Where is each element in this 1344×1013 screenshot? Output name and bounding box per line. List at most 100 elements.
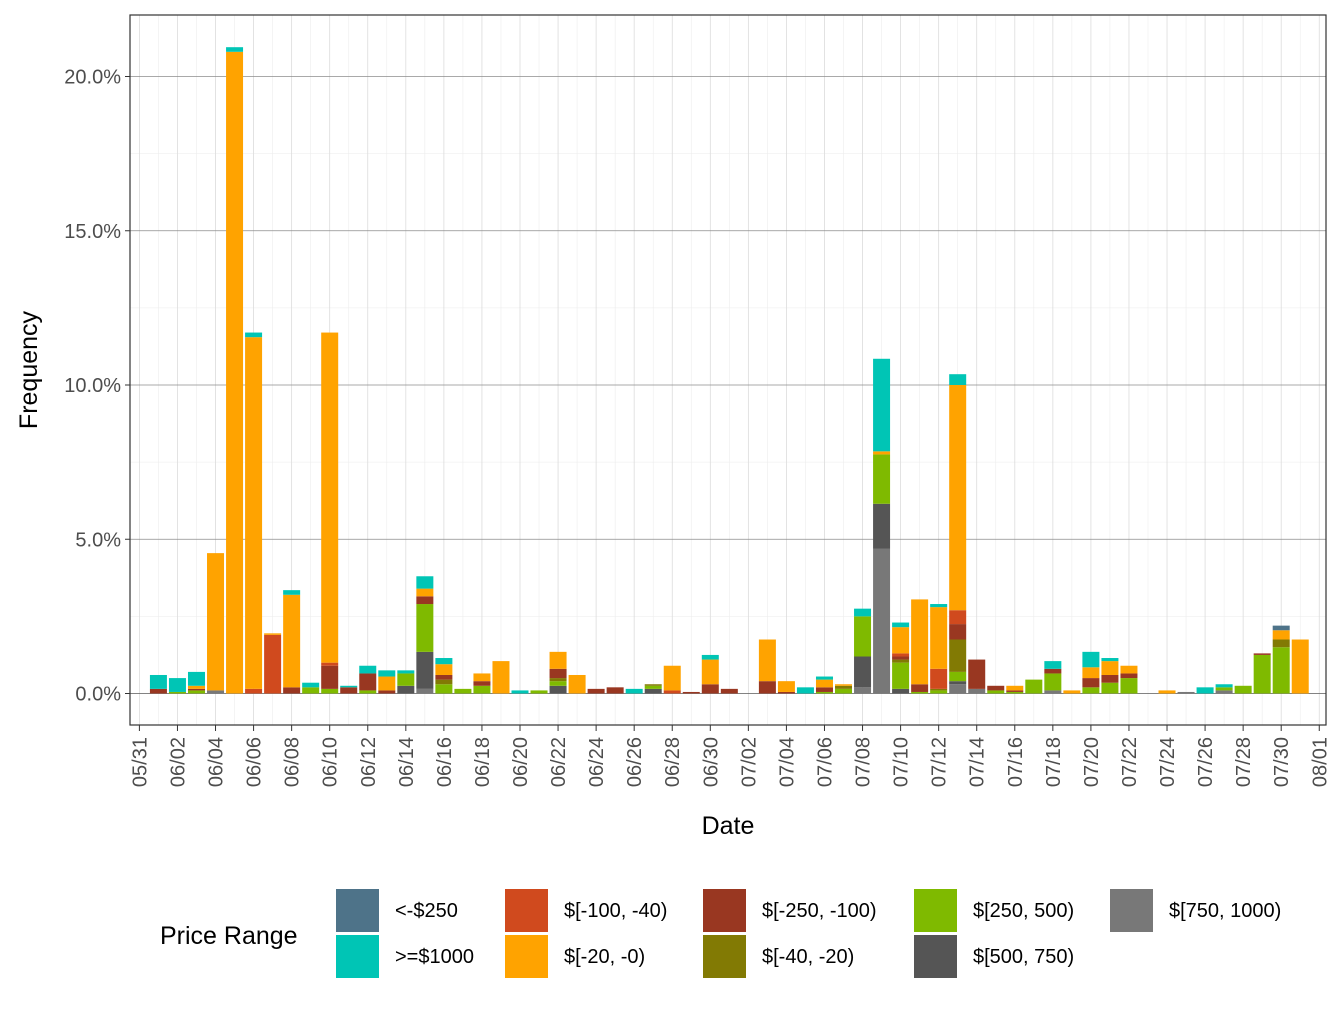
x-tick-label: 06/10 <box>320 737 342 787</box>
bar-segment <box>1120 673 1138 679</box>
bar-segment <box>549 685 567 694</box>
legend: Price Range <-$250 >=$1000 $[-100, -40) $[-… <box>160 889 1281 978</box>
bar-segment <box>1082 651 1100 668</box>
bar-segment <box>911 691 929 694</box>
bar-segment <box>473 681 491 686</box>
legend-label: $[250, 500) <box>973 900 1074 922</box>
y-tick-label: 10.0% <box>64 375 121 397</box>
bar-segment <box>701 659 719 685</box>
x-tick-label: 06/22 <box>548 737 570 787</box>
bar-segment <box>416 588 434 597</box>
legend-swatch <box>914 889 957 932</box>
bar-segment <box>473 673 491 682</box>
bar-segment <box>1006 690 1024 692</box>
legend-label: $[-40, -20) <box>762 946 854 968</box>
bar-segment <box>302 682 320 688</box>
x-tick-label: 07/26 <box>1195 737 1217 787</box>
bar-segment <box>149 688 167 694</box>
bar-segment <box>949 684 967 694</box>
x-tick-label: 06/24 <box>586 737 608 787</box>
legend-label: $[-100, -40) <box>564 900 667 922</box>
bar-segment <box>1063 690 1081 694</box>
bar-segment <box>530 690 548 694</box>
bar-segment <box>568 674 586 694</box>
bar-segment <box>892 627 910 654</box>
bar-segment <box>796 687 814 694</box>
bar-segment <box>1196 687 1214 694</box>
bar-segment <box>644 688 662 694</box>
bar-segment <box>987 685 1005 691</box>
bar-segment <box>930 668 948 689</box>
bar-segment <box>1234 685 1252 694</box>
bar-segment <box>987 690 1005 694</box>
bar-segment <box>1272 630 1290 640</box>
bar-segment <box>815 676 833 680</box>
bar-segment <box>1101 674 1119 683</box>
y-tick-label: 5.0% <box>75 529 121 551</box>
bar-segment <box>1120 665 1138 674</box>
bar-segment <box>168 691 186 694</box>
x-tick-label: 06/14 <box>396 737 418 787</box>
bar-segment <box>1253 654 1271 694</box>
bar-segment <box>378 670 396 677</box>
x-tick-label: 06/30 <box>700 737 722 787</box>
bar-segment <box>949 374 967 385</box>
x-tick-label: 07/08 <box>853 737 875 787</box>
bar-segment <box>549 681 567 686</box>
bar-segment <box>1101 658 1119 662</box>
bar-segment <box>1253 653 1271 655</box>
bar-segment <box>187 685 205 689</box>
y-tick-label: 0.0% <box>75 684 121 706</box>
bar-segment <box>359 673 377 691</box>
bar-segment <box>720 688 738 694</box>
bar-segment <box>1215 687 1233 691</box>
bar-segment <box>435 674 453 680</box>
bar-segment <box>949 385 967 611</box>
x-axis-title: Date <box>702 812 755 840</box>
bar-segment <box>1044 668 1062 674</box>
x-tick-label: 07/06 <box>814 737 836 787</box>
legend-swatch <box>914 935 957 978</box>
bar-segment <box>949 610 967 625</box>
x-tick-label: 07/24 <box>1157 737 1179 787</box>
bar-segment <box>1215 690 1233 694</box>
axes: 0.0% 5.0% 10.0% 15.0% 20.0% 05/31 06/02 06/04 06… <box>64 67 1331 788</box>
bar-segment <box>873 503 891 549</box>
bar-segment <box>207 553 225 691</box>
bar-segment <box>435 679 453 685</box>
bar-segment <box>663 665 681 691</box>
bar-segment <box>1101 661 1119 675</box>
bar-segment <box>435 658 453 665</box>
bar-segment <box>949 639 967 672</box>
x-tick-label: 06/18 <box>472 737 494 787</box>
bar-segment <box>1291 639 1309 694</box>
legend-swatch <box>1110 889 1153 932</box>
bar-segment <box>815 687 833 692</box>
bar-segment <box>892 622 910 628</box>
bar-segment <box>758 681 776 694</box>
bar-segment <box>416 651 434 689</box>
x-tick-label: 06/16 <box>434 737 456 787</box>
bar-segment <box>378 676 396 691</box>
bar-segment <box>321 688 339 694</box>
bar-segment <box>473 685 491 694</box>
bar-segment <box>892 659 910 663</box>
bar-segment <box>187 690 205 694</box>
bar-segment <box>873 548 891 694</box>
legend-swatch <box>703 889 746 932</box>
bar-segment <box>435 664 453 675</box>
bar-segment <box>359 690 377 694</box>
plot-border <box>129 14 1327 726</box>
legend-label: >=$1000 <box>395 946 474 968</box>
y-tick-label: 15.0% <box>64 221 121 243</box>
bar-segment <box>397 673 415 686</box>
bar-segment <box>854 616 872 657</box>
bar-segment <box>1082 678 1100 688</box>
bar-segment <box>549 668 567 679</box>
bar-segment <box>1120 678 1138 694</box>
bar-segment <box>283 687 301 694</box>
bar-segment <box>187 688 205 691</box>
x-tick-label: 06/12 <box>358 737 380 787</box>
x-tick-label: 07/12 <box>929 737 951 787</box>
bar-segment <box>758 639 776 682</box>
